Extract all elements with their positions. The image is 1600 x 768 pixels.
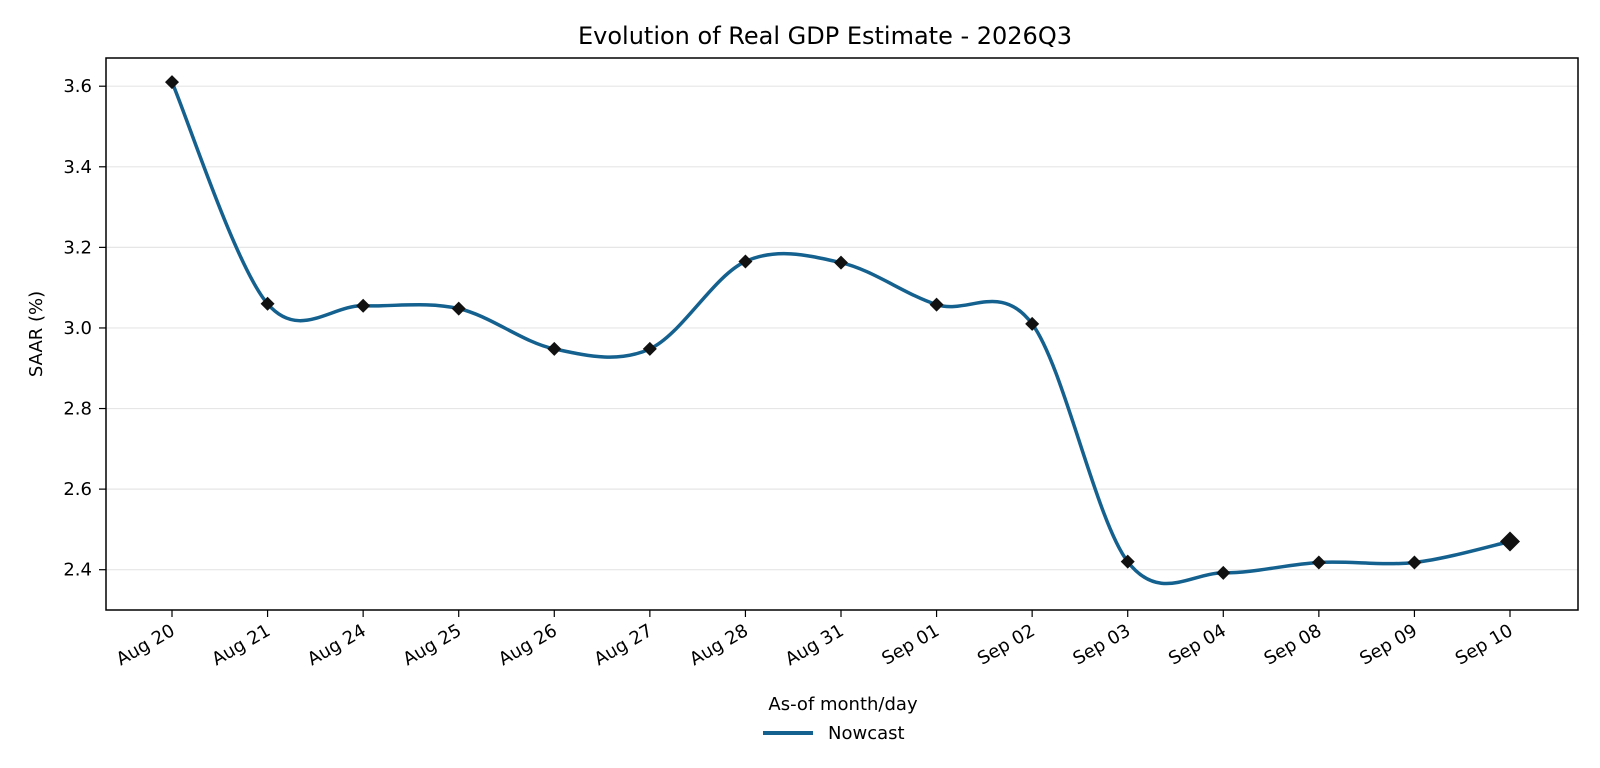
y-tick-label: 3.4 <box>63 157 92 178</box>
x-tick-label: Aug 25 <box>399 620 465 670</box>
data-point <box>165 75 179 90</box>
data-point <box>642 341 657 356</box>
y-tick-label: 3.2 <box>63 237 92 258</box>
x-tick-label: Sep 04 <box>1165 620 1230 669</box>
data-point <box>1216 565 1231 580</box>
x-tick-label: Sep 08 <box>1261 620 1326 669</box>
data-point <box>1311 555 1326 570</box>
x-tick-label: Aug 28 <box>686 620 752 670</box>
x-tick-label: Aug 24 <box>304 620 370 670</box>
x-tick-label: Sep 02 <box>974 620 1039 669</box>
y-tick-label: 3.0 <box>63 318 92 339</box>
data-point <box>260 296 275 311</box>
y-tick-label: 2.6 <box>63 479 92 500</box>
x-tick-label: Sep 10 <box>1452 620 1517 669</box>
data-point <box>834 255 848 270</box>
chart-title: Evolution of Real GDP Estimate - 2026Q3 <box>578 22 1072 50</box>
x-tick-label: Sep 09 <box>1356 620 1421 669</box>
x-tick-label: Sep 03 <box>1070 620 1135 669</box>
x-tick-label: Aug 20 <box>113 620 179 670</box>
x-tick-label: Aug 21 <box>208 620 274 670</box>
data-point <box>1025 316 1040 331</box>
x-tick-label: Aug 27 <box>591 620 657 670</box>
data-point <box>1407 555 1422 570</box>
legend-label-nowcast: Nowcast <box>828 723 905 744</box>
data-point <box>1500 531 1520 552</box>
y-tick-label: 2.4 <box>63 560 92 581</box>
data-point <box>929 297 944 312</box>
x-tick-label: Aug 31 <box>782 620 848 670</box>
x-axis-label: As-of month/day <box>768 694 918 715</box>
data-markers <box>165 75 1520 580</box>
series-line-nowcast <box>170 80 1512 586</box>
legend: Nowcast <box>763 723 905 744</box>
data-point <box>451 301 466 316</box>
x-tick-label: Aug 26 <box>495 620 561 670</box>
x-tick-label: Sep 01 <box>878 620 943 669</box>
y-axis-label: SAAR (%) <box>26 291 47 377</box>
gridlines <box>106 85 1578 571</box>
data-point <box>738 254 753 269</box>
y-axis: 2.4 2.6 2.8 3.0 3.2 3.4 3.6 <box>63 76 106 581</box>
plot-frame <box>105 57 1579 611</box>
y-tick-label: 2.8 <box>63 399 92 420</box>
data-point <box>356 298 371 313</box>
data-point <box>1120 554 1135 569</box>
data-point <box>547 341 562 356</box>
y-tick-label: 3.6 <box>63 76 92 97</box>
x-axis: Aug 20 Aug 21 Aug 24 Aug 25 Aug 26 Aug 27 Aug … <box>113 610 1517 670</box>
